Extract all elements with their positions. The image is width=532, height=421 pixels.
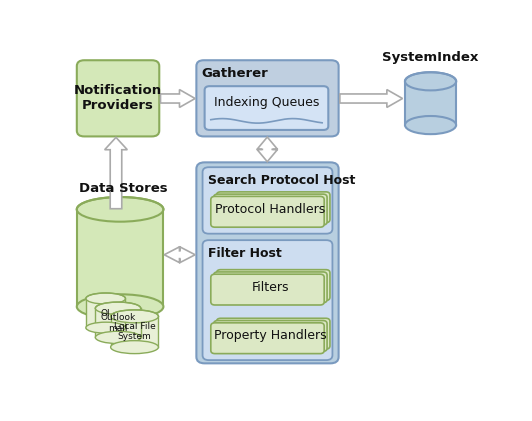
Polygon shape [340, 90, 403, 107]
Text: OI: OI [101, 309, 111, 317]
Ellipse shape [405, 72, 456, 91]
Ellipse shape [77, 294, 163, 319]
Ellipse shape [86, 322, 126, 333]
Ellipse shape [86, 293, 126, 304]
FancyBboxPatch shape [196, 60, 338, 136]
Polygon shape [257, 137, 278, 162]
Polygon shape [161, 90, 195, 107]
Ellipse shape [95, 302, 140, 314]
FancyBboxPatch shape [196, 163, 338, 363]
Ellipse shape [405, 116, 456, 134]
Polygon shape [111, 316, 159, 347]
FancyBboxPatch shape [211, 196, 324, 227]
Ellipse shape [111, 341, 159, 354]
Text: Gatherer: Gatherer [201, 67, 268, 80]
Polygon shape [77, 209, 163, 306]
FancyBboxPatch shape [205, 86, 328, 130]
Ellipse shape [95, 331, 140, 344]
Text: Local File
System: Local File System [114, 322, 155, 341]
FancyBboxPatch shape [214, 320, 327, 352]
FancyBboxPatch shape [217, 318, 330, 349]
Text: Indexing Queues: Indexing Queues [214, 96, 319, 109]
FancyBboxPatch shape [217, 192, 330, 223]
FancyBboxPatch shape [203, 167, 332, 234]
Ellipse shape [111, 310, 159, 323]
Text: Outlook
mail: Outlook mail [101, 313, 136, 333]
FancyBboxPatch shape [214, 194, 327, 225]
FancyBboxPatch shape [211, 323, 324, 354]
Polygon shape [164, 247, 195, 263]
Text: Data Stores: Data Stores [79, 182, 168, 195]
FancyBboxPatch shape [203, 240, 332, 360]
Text: Protocol Handlers: Protocol Handlers [215, 203, 326, 216]
FancyBboxPatch shape [214, 272, 327, 303]
Polygon shape [405, 81, 456, 125]
Text: Property Handlers: Property Handlers [214, 330, 327, 342]
Polygon shape [105, 137, 127, 209]
FancyBboxPatch shape [217, 270, 330, 301]
Polygon shape [95, 308, 140, 337]
Text: Notification
Providers: Notification Providers [74, 84, 162, 112]
FancyBboxPatch shape [211, 274, 324, 305]
FancyBboxPatch shape [77, 60, 159, 136]
Polygon shape [86, 298, 126, 328]
Text: SystemIndex: SystemIndex [383, 51, 479, 64]
Text: Search Protocol Host: Search Protocol Host [207, 174, 355, 187]
Ellipse shape [77, 197, 163, 222]
Text: Filters: Filters [252, 281, 289, 294]
Text: Filter Host: Filter Host [207, 247, 281, 260]
